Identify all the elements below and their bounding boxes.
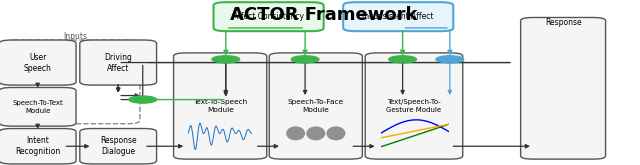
Text: Text/Speech-To-
Gesture Module: Text/Speech-To- Gesture Module [387, 99, 442, 113]
FancyBboxPatch shape [0, 87, 76, 126]
Text: Affect Consistency: Affect Consistency [233, 12, 304, 21]
FancyBboxPatch shape [269, 53, 362, 159]
Text: ACTOR Framework: ACTOR Framework [230, 6, 418, 24]
Circle shape [436, 56, 463, 63]
Circle shape [212, 56, 239, 63]
Text: Speech-To-Face
Module: Speech-To-Face Module [288, 99, 344, 113]
Text: Intent
Recognition: Intent Recognition [15, 136, 60, 156]
Text: Inconsistent Affect: Inconsistent Affect [362, 12, 434, 21]
FancyBboxPatch shape [520, 17, 605, 159]
Circle shape [129, 96, 157, 103]
Text: Response: Response [545, 18, 581, 27]
Text: Driving
Affect: Driving Affect [104, 52, 132, 73]
FancyBboxPatch shape [214, 2, 324, 31]
FancyBboxPatch shape [0, 40, 76, 85]
FancyBboxPatch shape [80, 129, 157, 164]
Text: Inputs: Inputs [63, 32, 87, 41]
FancyBboxPatch shape [343, 2, 453, 31]
Text: Text-To-Speech
Module: Text-To-Speech Module [193, 99, 247, 113]
Circle shape [291, 56, 319, 63]
Text: User
Speech: User Speech [24, 52, 52, 73]
FancyBboxPatch shape [80, 40, 157, 85]
FancyBboxPatch shape [0, 129, 76, 164]
Text: Speech-To-Text
Module: Speech-To-Text Module [12, 100, 63, 114]
Circle shape [388, 56, 417, 63]
Text: Response
Dialogue: Response Dialogue [100, 136, 136, 156]
FancyBboxPatch shape [365, 53, 463, 159]
FancyBboxPatch shape [173, 53, 267, 159]
